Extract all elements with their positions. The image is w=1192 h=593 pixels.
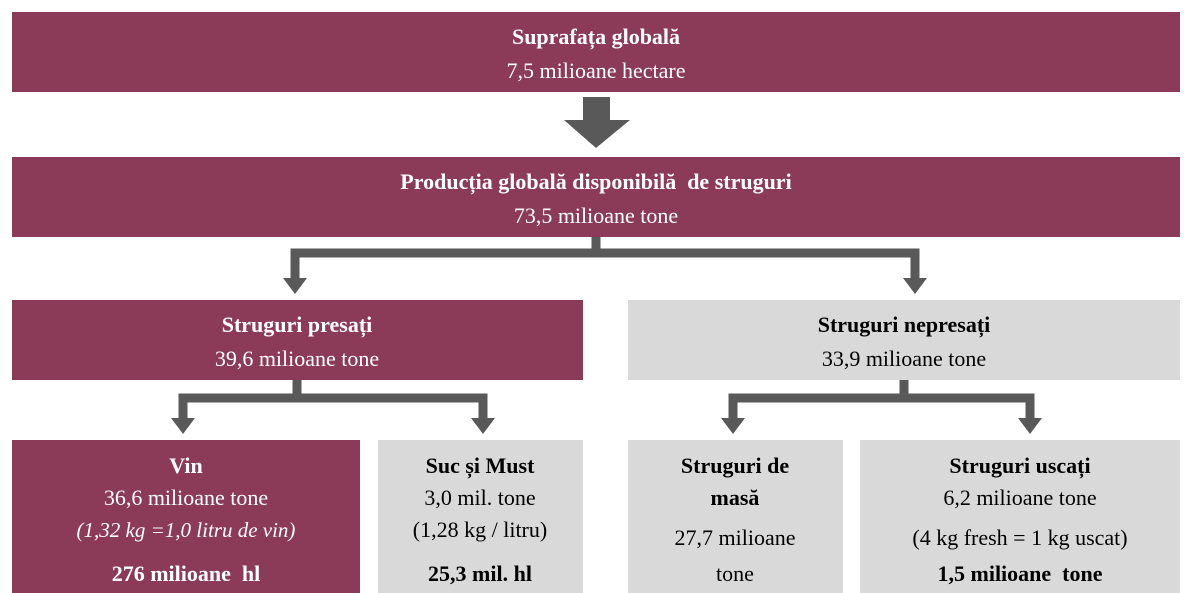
node-text: 25,3 mil. hl: [428, 561, 532, 586]
node-text: 27,7 milioane: [675, 525, 796, 550]
connector: [728, 393, 1035, 420]
box: [628, 300, 1180, 380]
arrow-head: [471, 418, 495, 434]
node-text: 73,5 milioane tone: [514, 203, 678, 228]
node-text: 7,5 milioane hectare: [507, 58, 686, 83]
box: [12, 12, 1180, 92]
node-text: tone: [716, 561, 754, 586]
node-title: Suc și Must: [426, 453, 535, 479]
node-title: Struguri nepresați: [818, 312, 991, 338]
node-text: 1,5 milioane tone: [938, 561, 1103, 586]
node-title: masă: [711, 485, 760, 510]
connector: [290, 248, 920, 280]
node-title: Vin: [169, 453, 202, 478]
box: [12, 157, 1180, 237]
node-title: Producția globală disponibilă de strugur…: [400, 169, 791, 195]
node-text: 276 milioane hl: [112, 561, 261, 586]
box: [378, 440, 583, 593]
node-title: Suprafața globală: [512, 24, 680, 50]
arrow-head: [283, 278, 307, 294]
node-text: (1,32 kg =1,0 litru de vin): [77, 518, 296, 542]
node-text: (1,28 kg / litru): [413, 517, 547, 542]
node-text: 36,6 milioane tone: [104, 485, 268, 510]
box: [12, 300, 583, 380]
connector: [178, 393, 488, 420]
arrow-head: [721, 418, 745, 434]
box: [12, 440, 360, 593]
node-title: Struguri uscați: [949, 453, 1090, 479]
node-text: 6,2 milioane tone: [943, 485, 1096, 510]
node-text: (4 kg fresh = 1 kg uscat): [912, 525, 1127, 550]
node-text: 33,9 milioane tone: [822, 346, 986, 371]
node-title: Struguri presați: [222, 312, 373, 338]
arrow-head: [903, 278, 927, 294]
box: [860, 440, 1180, 593]
arrow-head: [1018, 418, 1042, 434]
arrow-head: [171, 418, 195, 434]
box: [628, 440, 843, 593]
node-text: 39,6 milioane tone: [215, 346, 379, 371]
arrow: [564, 97, 630, 148]
node-title: Struguri de: [681, 453, 789, 478]
node-text: 3,0 mil. tone: [424, 485, 535, 510]
